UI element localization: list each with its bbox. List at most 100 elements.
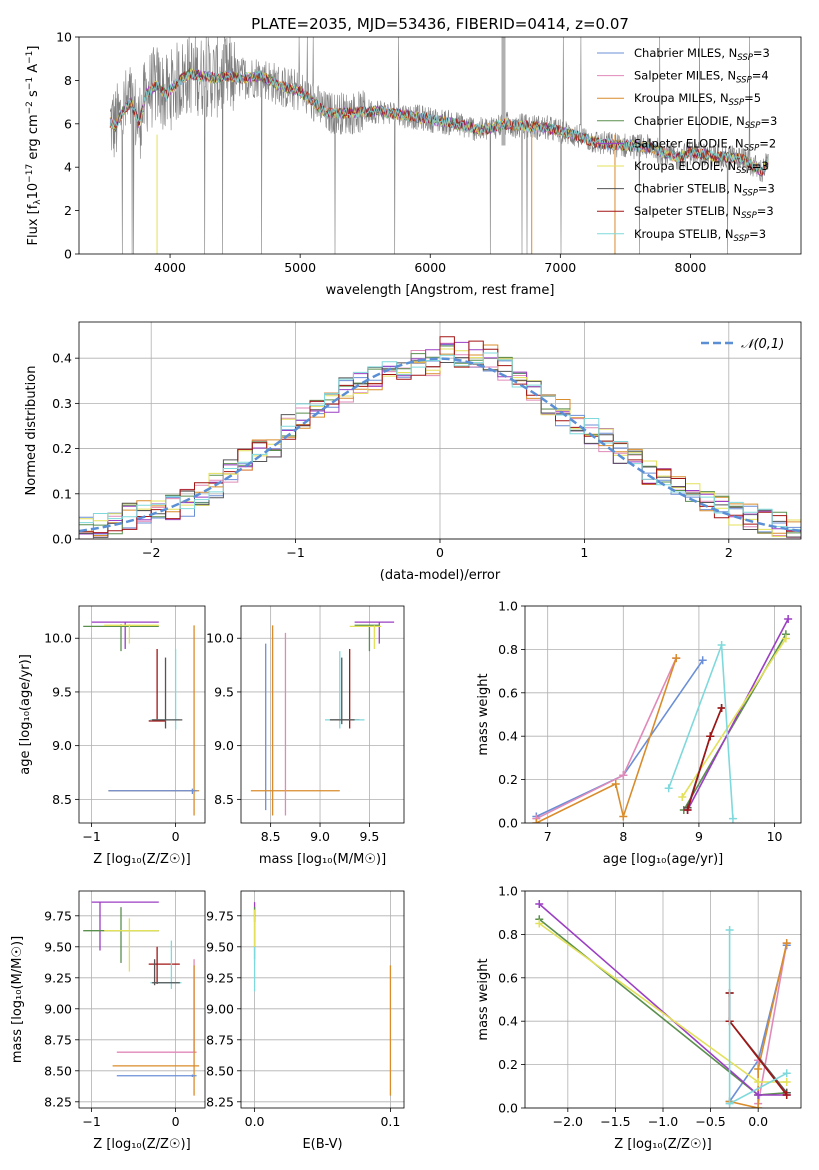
y-axis-label-part: Flux [f [26,204,41,245]
legend-label-sub: SSP [742,189,758,199]
data-point-marker [672,654,681,663]
spectrum-panel: 4000 5000 6000 7000 8000 0 2 4 6 8 10 wavelength [A… [25,30,802,298]
axes-frame [78,321,802,540]
x-tick-label: 0.1 [380,1114,400,1129]
data-point-marker [728,814,737,823]
y-tick-label: 0.6 [498,685,518,700]
residuals-plot-area [79,336,801,539]
y-tick-label: 9.5 [52,684,72,699]
x-axis-label: wavelength [Angstrom, rest frame] [326,283,555,298]
figure-title: PLATE=2035, MJD=53436, FIBERID=0414, z=0… [251,15,629,33]
legend-label: Kroupa STELIB, NSSP=3 [634,227,766,244]
series-line-salpeter-elodie [686,618,789,811]
residuals-panel: −2 −1 0 1 2 0.0 0.1 0.2 0.3 0.4 (data-model)/error… [24,321,802,583]
data-point-marker [706,732,715,741]
y-tick-label: 0.8 [498,927,518,942]
legend-label: Chabrier STELIB, NSSP=3 [634,182,775,199]
observed-spectrum-line [109,37,769,254]
age-vs-mass-plot-area [250,621,395,816]
y-tick-label: 8.5 [214,792,234,807]
y-tick-label: 9.0 [52,738,72,753]
weight-vs-z-plot-area [535,900,791,1108]
y-axis-label-part: λ [33,199,43,205]
weight-vs-age-panel: 7 8 9 10 0.0 0.2 0.4 0.6 0.8 1.0 age [log₁₀(age/yr… [476,599,802,867]
y-axis-label: Flux [fλ10−17 erg cm−2 s−1 A−1] [25,46,43,246]
mass-vs-ebv-plot-area [253,902,392,1096]
y-tick-label: 1.0 [498,884,518,899]
legend-label: Salpeter STELIB, NSSP=3 [634,204,774,221]
axes-frame [78,605,206,824]
x-tick-label: 10 [767,829,783,844]
y-tick-label: 0.0 [52,532,72,547]
legend-label: Salpeter ELODIE, NSSP=2 [634,136,776,153]
y-tick-label: 0.4 [498,729,518,744]
x-tick-label: −1.5 [600,1114,630,1129]
x-tick-label: 8 [619,829,627,844]
x-tick-label: 5000 [284,260,316,275]
mass-vs-ebv-panel: 0.0 0.1 8.25 8.50 8.75 9.00 9.25 9.50 9.75 E(B-V) [206,890,405,1152]
y-tick-label: 8.50 [44,1063,72,1078]
x-axis-label: Z [log₁₀(Z/Z☉)] [93,852,190,867]
legend-label-sub: SSP [736,76,752,86]
data-point-marker [532,819,541,823]
x-tick-label: 0.0 [748,1114,768,1129]
age-vs-mass-panel: 8.5 9.0 9.5 8.5 9.0 9.5 10.0 mass [log₁₀(M/M☉)] [206,605,405,867]
data-point-marker [754,1104,763,1108]
data-point-marker [619,812,628,821]
axes-frame [240,605,405,824]
y-tick-label: 0.2 [498,772,518,787]
mass-vs-z-plot-area [83,901,200,1096]
legend-label-sub: SSP [744,143,760,153]
x-tick-label: 0 [172,829,180,844]
x-tick-label: 9.5 [359,829,379,844]
y-axis-label: mass [log₁₀(M/M☉)] [10,936,25,1063]
series-line-kroupa-miles [535,657,677,823]
legend-label-suffix: =3 [760,114,777,128]
data-point-marker [611,779,620,788]
y-tick-label: 8.25 [206,1094,234,1109]
data-point-marker [619,771,628,780]
y-tick-label: 8 [64,73,72,88]
y-tick-label: 10.0 [206,631,234,646]
x-tick-label: 7 [544,829,552,844]
age-vs-z-panel: −1 0 8.5 9.0 9.5 10.0 Z [log₁₀(Z/Z☉)] age [log₁… [18,605,206,867]
data-point-marker [678,792,687,801]
legend-label: Kroupa ELODIE, NSSP=3 [634,159,769,176]
data-point-marker [784,615,793,624]
y-tick-label: 0.4 [498,1014,518,1029]
y-tick-label: 0.2 [52,441,72,456]
y-tick-label: 8.75 [44,1032,72,1047]
x-tick-label: −1 [82,829,100,844]
data-point-marker [782,939,791,948]
y-tick-label: 9.25 [206,970,234,985]
axes-frame [240,890,405,1109]
y-tick-label: 10.0 [44,631,72,646]
legend-label-sub: SSP [734,234,750,244]
y-tick-label: 0.8 [498,642,518,657]
data-point-marker [717,641,726,650]
legend-label-sub: SSP [736,166,752,176]
x-tick-label: −2.0 [553,1114,583,1129]
x-axis-label: Z [log₁₀(Z/Z☉)] [614,1137,711,1152]
legend-label-sub: SSP [745,121,761,131]
data-point-marker [725,1099,734,1108]
x-tick-label: −1.0 [648,1114,678,1129]
y-tick-label: 8.5 [52,792,72,807]
legend-label-main: Chabrier ELODIE, N [634,114,745,128]
x-tick-label: −2 [142,545,160,560]
x-tick-label: 0 [172,1114,180,1129]
y-axis-label-part: A [26,64,41,77]
y-tick-label: 9.5 [214,684,234,699]
y-tick-label: 1.0 [498,599,518,614]
y-tick-label: 10 [56,30,72,45]
data-point-marker [781,634,790,643]
data-point-marker [535,919,544,928]
x-tick-label: 7000 [544,260,576,275]
x-tick-label: 8.5 [261,829,281,844]
y-axis-label-part: −17 [25,164,35,183]
data-point-marker [683,805,692,814]
x-axis-label: Z [log₁₀(Z/Z☉)] [93,1137,190,1152]
y-tick-label: 0.0 [498,1101,518,1116]
